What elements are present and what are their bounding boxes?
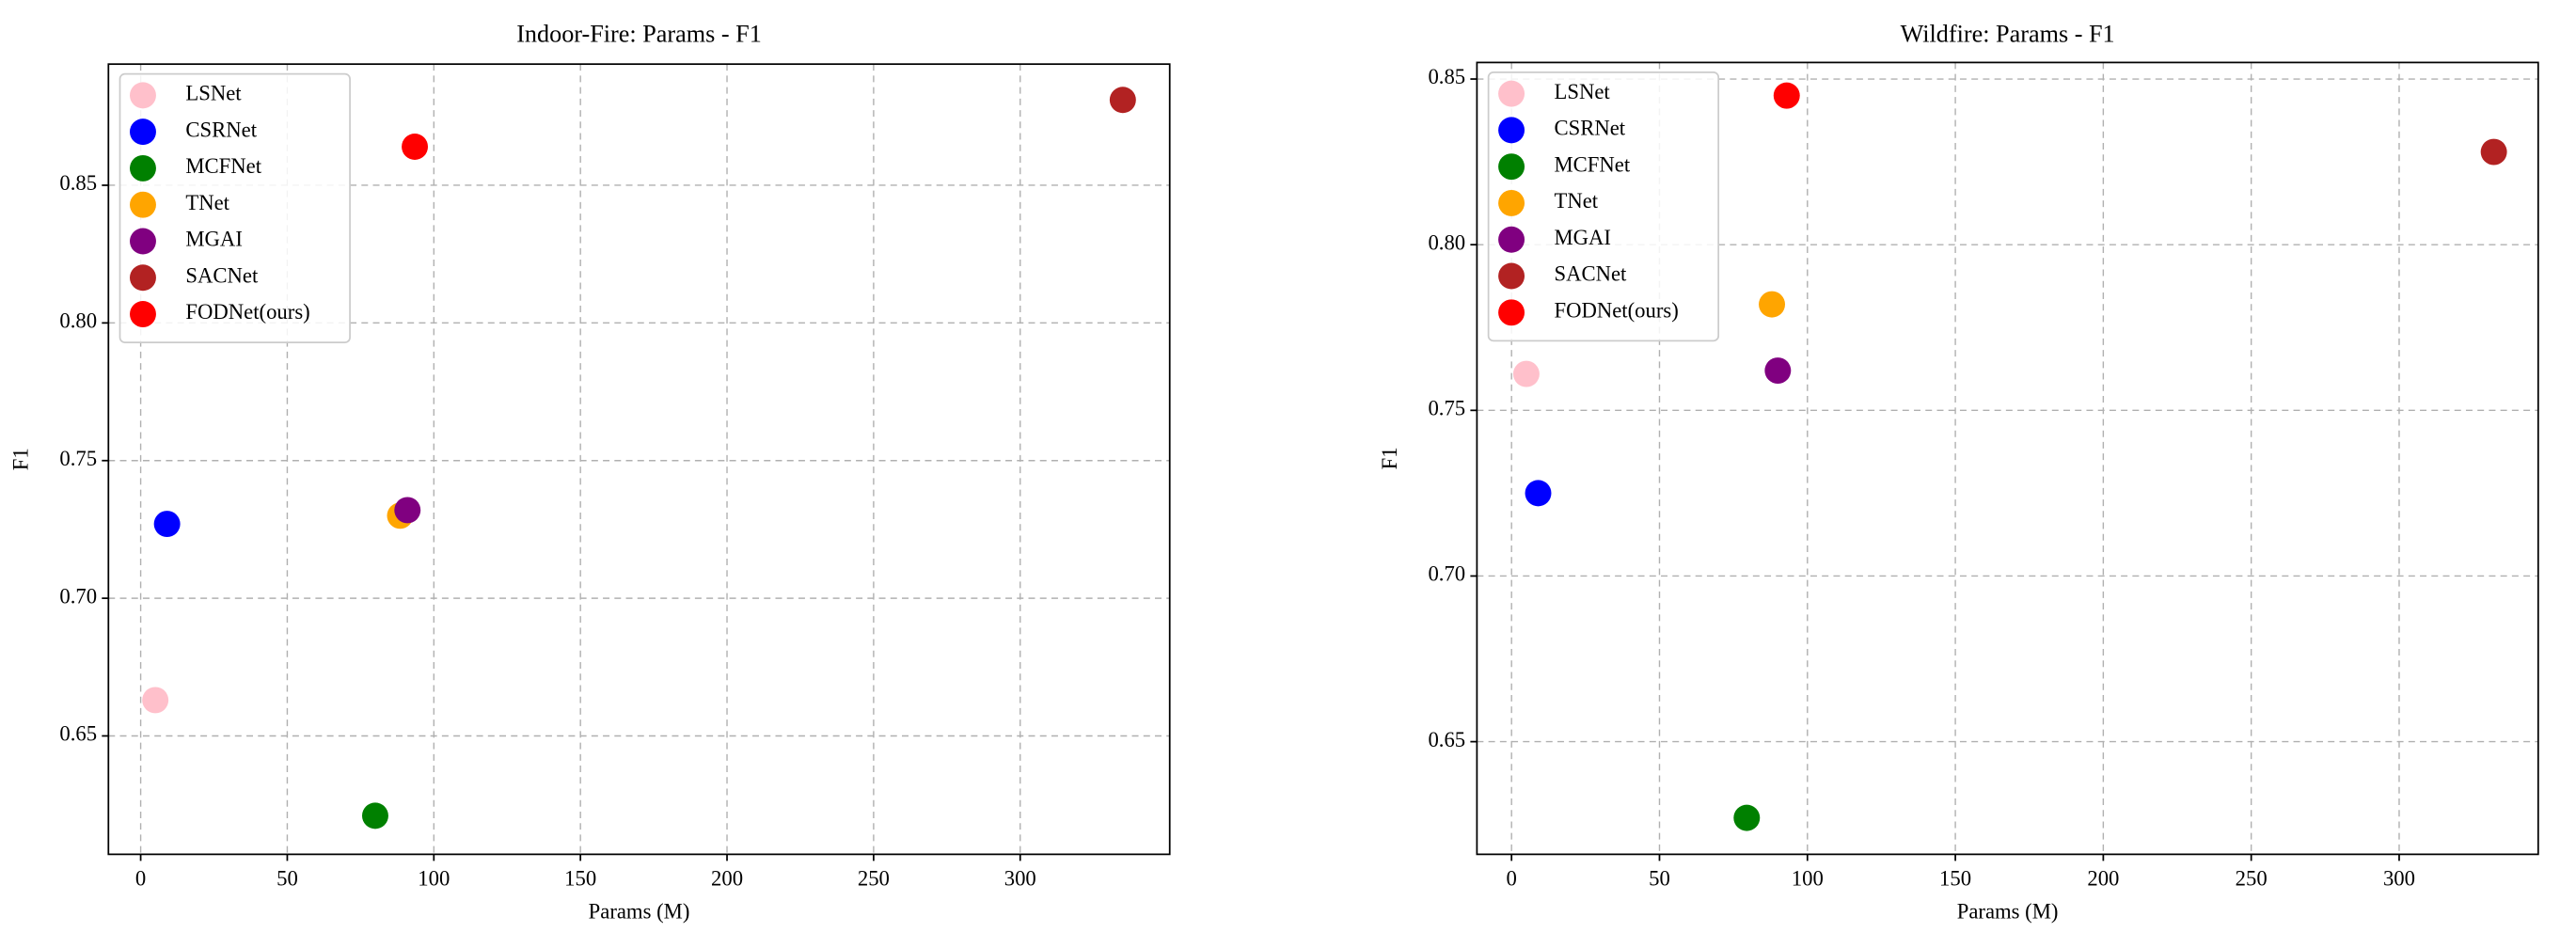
scatter-point bbox=[153, 511, 181, 538]
x-tick-label: 100 bbox=[418, 867, 450, 891]
x-tick-label: 250 bbox=[2236, 867, 2268, 891]
y-tick-label: 0.70 bbox=[1428, 562, 1465, 586]
scatter-point bbox=[1512, 360, 1540, 387]
legend-label: TNet bbox=[185, 191, 229, 214]
chart-panel: Wildfire: Params - F1 Params (M) F1 0 50 100 1… bbox=[1378, 20, 2539, 923]
legend-label: SACNet bbox=[185, 263, 259, 287]
scatter-point bbox=[142, 687, 169, 714]
y-tick-label: 0.75 bbox=[1428, 397, 1465, 420]
x-tick-label: 100 bbox=[1792, 867, 1824, 891]
x-tick-label: 200 bbox=[2087, 867, 2119, 891]
y-axis-label: F1 bbox=[1378, 447, 1401, 469]
scatter-point bbox=[1764, 357, 1792, 385]
legend-marker bbox=[1498, 153, 1525, 181]
scatter-point bbox=[394, 497, 421, 524]
legend-box bbox=[1487, 71, 1720, 342]
scatter-point bbox=[1525, 480, 1552, 507]
plot-frame bbox=[107, 63, 1171, 856]
y-tick-label: 0.85 bbox=[59, 171, 97, 195]
y-axis-label: F1 bbox=[9, 448, 33, 470]
x-tick-label: 150 bbox=[564, 867, 596, 891]
legend-marker bbox=[129, 301, 156, 328]
legend-label: CSRNet bbox=[185, 118, 257, 141]
x-tick-label: 0 bbox=[135, 867, 146, 891]
scatter-point bbox=[1759, 291, 1786, 318]
legend-marker bbox=[129, 82, 156, 109]
scatter-point bbox=[402, 134, 429, 160]
x-tick-label: 300 bbox=[1004, 867, 1036, 891]
x-tick-label: 50 bbox=[1649, 867, 1670, 891]
chart-title: Wildfire: Params - F1 bbox=[1901, 20, 2115, 47]
y-tick-label: 0.70 bbox=[59, 584, 97, 608]
x-tick-label: 200 bbox=[711, 867, 743, 891]
legend-marker bbox=[1498, 226, 1525, 253]
x-tick-label: 150 bbox=[1939, 867, 1971, 891]
x-tick-label: 250 bbox=[858, 867, 890, 891]
legend-marker bbox=[1498, 299, 1525, 326]
legend-label: MGAI bbox=[185, 228, 243, 251]
legend-marker bbox=[129, 228, 156, 255]
legend-label: MCFNet bbox=[185, 154, 261, 178]
legend-marker bbox=[129, 118, 156, 146]
legend-label: FODNet(ours) bbox=[185, 300, 309, 324]
scatter-point bbox=[361, 802, 388, 830]
y-tick-label: 0.85 bbox=[1428, 65, 1465, 88]
scatter-point bbox=[1733, 804, 1761, 831]
y-tick-label: 0.75 bbox=[59, 447, 97, 470]
legend-label: MCFNet bbox=[1554, 152, 1630, 176]
y-tick-label: 0.65 bbox=[59, 722, 97, 746]
legend-label: TNet bbox=[1554, 189, 1598, 213]
legend-label: CSRNet bbox=[1554, 117, 1625, 140]
x-tick-label: 0 bbox=[1507, 867, 1517, 891]
legend-marker bbox=[129, 264, 156, 292]
legend-label: LSNet bbox=[185, 82, 242, 105]
legend-marker bbox=[1498, 80, 1525, 107]
legend-label: FODNet(ours) bbox=[1554, 298, 1678, 322]
x-axis-label: Params (M) bbox=[1957, 899, 2059, 923]
legend-marker bbox=[1498, 262, 1525, 290]
y-tick-label: 0.65 bbox=[1428, 728, 1465, 751]
legend-label: SACNet bbox=[1554, 262, 1627, 286]
scatter-point bbox=[1109, 87, 1136, 114]
y-tick-label: 0.80 bbox=[59, 309, 97, 333]
chart-panel: Indoor-Fire: Params - F1 Params (M) F1 0 50 1… bbox=[9, 20, 1171, 923]
legend-label: MGAI bbox=[1554, 226, 1611, 249]
legend-marker bbox=[1498, 189, 1525, 216]
scatter-point bbox=[2480, 138, 2507, 166]
scatter-point bbox=[1773, 82, 1800, 109]
legend-marker bbox=[129, 191, 156, 218]
legend-marker bbox=[1498, 117, 1525, 144]
y-tick-label: 0.80 bbox=[1428, 230, 1465, 254]
legend-marker bbox=[129, 154, 156, 182]
x-tick-label: 300 bbox=[2383, 867, 2415, 891]
plot-frame bbox=[1476, 61, 2539, 856]
legend-box bbox=[119, 72, 351, 343]
chart-title: Indoor-Fire: Params - F1 bbox=[516, 20, 762, 47]
x-axis-label: Params (M) bbox=[589, 899, 690, 923]
x-tick-label: 50 bbox=[277, 867, 298, 891]
legend-label: LSNet bbox=[1554, 80, 1610, 103]
